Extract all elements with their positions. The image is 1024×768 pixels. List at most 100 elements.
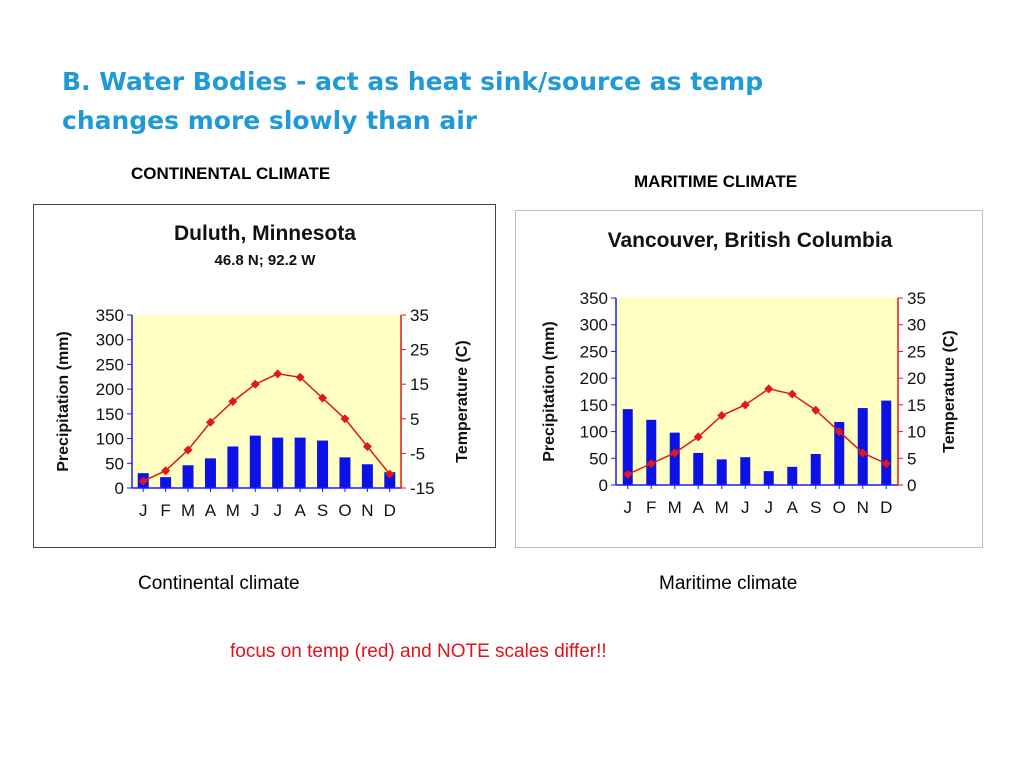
right-tick-label: 15	[410, 375, 429, 394]
precip-bar	[693, 452, 704, 485]
month-label: N	[857, 498, 869, 517]
left-tick-label: 100	[96, 430, 124, 449]
precip-bar	[384, 472, 396, 488]
precip-bar	[272, 437, 284, 488]
temp-point	[811, 405, 821, 415]
plot-area	[616, 298, 898, 485]
precip-bar	[669, 432, 680, 485]
temp-point	[740, 400, 750, 410]
month-label: S	[317, 501, 328, 520]
temp-point	[717, 411, 727, 421]
temp-line	[142, 373, 391, 482]
temp-point	[205, 417, 215, 427]
right-tick-label: 30	[907, 316, 926, 335]
right-tick-label: 10	[907, 423, 926, 442]
chart-subtitle: 46.8 N; 92.2 W	[215, 252, 317, 269]
precip-bar	[810, 454, 821, 485]
precip-bar	[294, 437, 306, 488]
precip-bar	[646, 419, 657, 485]
left-tick-label: 100	[580, 423, 608, 442]
month-label: A	[693, 498, 705, 517]
y-axis-label: Precipitation (mm)	[541, 321, 558, 461]
left-tick-label: 250	[580, 342, 608, 361]
month-label: N	[361, 501, 373, 520]
right-tick-label: -15	[410, 479, 435, 498]
precip-bar	[857, 408, 868, 485]
maritime-caption: Maritime climate	[659, 573, 798, 594]
continental-heading: CONTINENTAL CLIMATE	[131, 164, 331, 183]
precip-bar	[361, 464, 373, 488]
temp-line	[627, 388, 887, 475]
precip-bar	[182, 465, 194, 488]
plot-area	[132, 315, 401, 488]
left-tick-label: 300	[580, 316, 608, 335]
left-tick-label: 200	[580, 369, 608, 388]
month-label: O	[833, 498, 846, 517]
month-label: F	[646, 498, 656, 517]
left-tick-label: 150	[580, 396, 608, 415]
temp-point	[295, 372, 305, 382]
precip-bar	[249, 435, 261, 488]
month-label: M	[715, 498, 729, 517]
temp-point	[858, 448, 868, 458]
left-tick-label: 0	[115, 479, 124, 498]
left-tick-label: 250	[96, 355, 124, 374]
precip-bar	[881, 400, 892, 485]
temp-point	[670, 448, 680, 458]
right-tick-label: 35	[907, 289, 926, 308]
temp-point	[834, 427, 844, 437]
temp-point	[693, 432, 703, 442]
temp-point	[273, 369, 283, 379]
vancouver-chart-svg: Vancouver, British Columbia0501001502002…	[541, 229, 958, 517]
chart-title: Duluth, Minnesota	[174, 222, 356, 245]
y2-axis-label: Temperature (C)	[454, 340, 471, 462]
month-label: J	[139, 501, 148, 520]
continental-caption: Continental climate	[138, 573, 300, 594]
month-label: A	[205, 501, 217, 520]
right-tick-label: 25	[410, 341, 429, 360]
month-label: S	[810, 498, 821, 517]
left-tick-label: 300	[96, 331, 124, 350]
y-axis-label: Precipitation (mm)	[55, 331, 72, 471]
temp-point	[228, 397, 238, 406]
left-tick-label: 50	[589, 449, 608, 468]
month-label: J	[741, 498, 750, 517]
temp-point	[881, 459, 891, 469]
maritime-heading: MARITIME CLIMATE	[634, 172, 798, 191]
right-tick-label: 5	[907, 449, 916, 468]
right-tick-label: -5	[410, 444, 425, 463]
right-tick-label: 35	[410, 306, 429, 325]
duluth-chart: Duluth, Minnesota 46.8 N; 92.2 W 0 50 100 150…	[33, 204, 496, 548]
temp-point	[340, 414, 350, 424]
left-tick-label: 350	[96, 306, 124, 325]
month-label: O	[338, 501, 351, 520]
temp-point	[161, 466, 171, 476]
slide-title: B. Water Bodies - act as heat sink/sourc…	[62, 67, 764, 135]
left-tick-label: 200	[96, 380, 124, 399]
precip-bar	[622, 409, 633, 485]
month-label: M	[668, 498, 682, 517]
right-tick-label: 15	[907, 396, 926, 415]
month-label: M	[181, 501, 195, 520]
temp-point	[385, 469, 395, 479]
precip-bar	[204, 458, 216, 488]
temp-point	[183, 445, 193, 455]
vancouver-chart: Vancouver, British Columbia 0 50 100 150 200 2…	[515, 210, 983, 548]
month-label: J	[765, 498, 774, 517]
month-label: J	[624, 498, 633, 517]
precip-bar	[227, 446, 239, 488]
precip-bar	[716, 459, 727, 485]
right-tick-label: 5	[410, 410, 419, 429]
left-tick-label: 50	[105, 454, 124, 473]
duluth-chart-svg: Duluth, Minnesota 46.8 N; 92.2 W 0 50 100 150…	[55, 222, 471, 520]
temp-point	[362, 441, 372, 451]
month-label: A	[294, 501, 306, 520]
left-tick-label: 0	[599, 476, 608, 495]
temp-point	[250, 379, 260, 389]
precip-bar	[787, 466, 798, 485]
temp-point	[764, 384, 774, 394]
precip-bar	[317, 440, 329, 488]
y2-axis-label: Temperature (C)	[941, 330, 958, 452]
left-tick-label: 150	[96, 405, 124, 424]
month-label: F	[160, 501, 170, 520]
